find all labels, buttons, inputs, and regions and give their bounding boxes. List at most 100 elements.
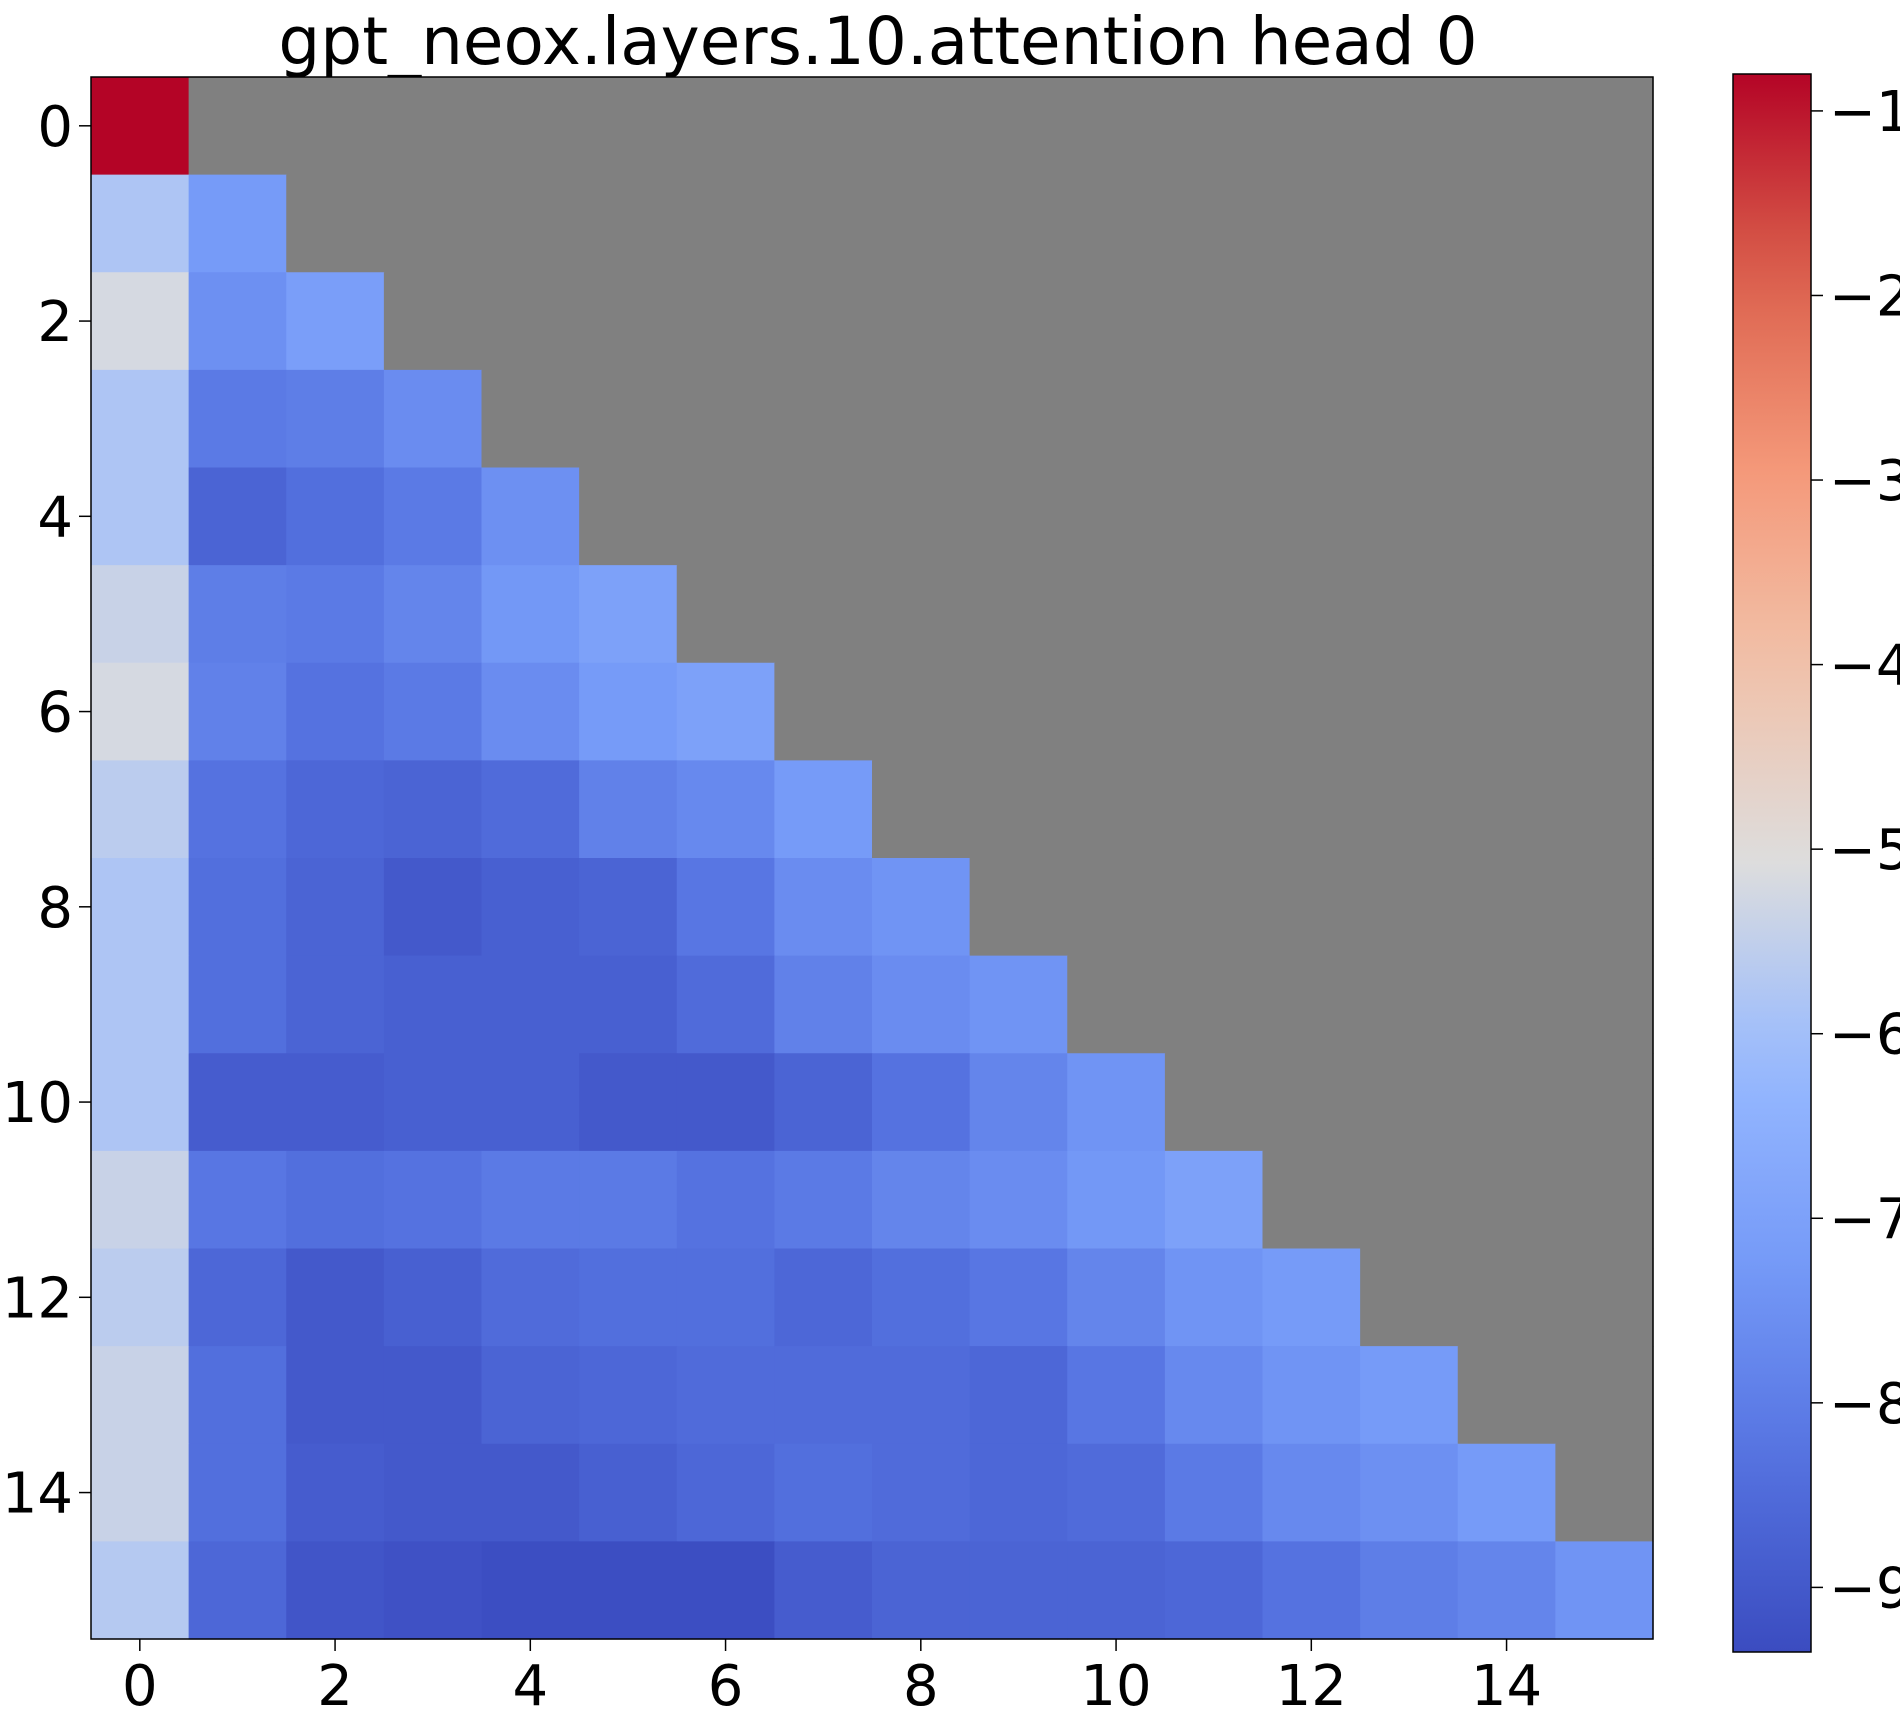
heatmap-cell-masked (774, 77, 873, 176)
heatmap-cell (774, 760, 873, 859)
heatmap-cell-masked (1457, 272, 1556, 371)
heatmap-cell-masked (579, 174, 678, 273)
heatmap-cell-masked (1164, 369, 1264, 469)
heatmap-cell (1360, 1541, 1459, 1640)
heatmap-cell-masked (676, 272, 775, 371)
heatmap-cell (872, 1053, 971, 1152)
heatmap-cell (1067, 1541, 1166, 1640)
colorbar-tick-label: −1 (1829, 80, 1900, 145)
heatmap-cell (1360, 1346, 1459, 1445)
heatmap-cell (774, 1150, 873, 1250)
heatmap-cell (969, 1053, 1068, 1152)
heatmap-cell-masked (969, 272, 1068, 371)
heatmap-cell (91, 760, 190, 859)
heatmap-cell-masked (676, 369, 775, 469)
heatmap-cell (579, 1150, 678, 1250)
heatmap-cell (286, 272, 385, 371)
heatmap-cell-masked (872, 174, 971, 273)
heatmap-cell-masked (1262, 272, 1361, 371)
heatmap-cell-masked (676, 174, 775, 273)
heatmap-cell (91, 1150, 190, 1250)
heatmap-cell (91, 662, 190, 761)
heatmap-cell (481, 467, 580, 566)
heatmap-cell-masked (676, 77, 775, 176)
heatmap-cell-masked (872, 77, 971, 176)
heatmap-cell-masked (1555, 955, 1654, 1054)
heatmap-cell (1262, 1443, 1361, 1542)
heatmap-cell (286, 955, 385, 1054)
heatmap-cell (91, 77, 190, 176)
heatmap-cell (774, 955, 873, 1054)
heatmap-cell (91, 565, 190, 664)
heatmap-cell-masked (1555, 760, 1654, 859)
colorbar-tick-label: −6 (1829, 1003, 1900, 1068)
heatmap-cell (1262, 1248, 1361, 1347)
heatmap-cell-masked (1067, 955, 1166, 1054)
heatmap-cell (188, 272, 287, 371)
heatmap-cell (91, 272, 190, 371)
heatmap-cell (188, 467, 287, 566)
heatmap-cell-masked (1262, 955, 1361, 1054)
heatmap-cell-masked (1067, 369, 1166, 469)
heatmap-cell-masked (1164, 174, 1264, 273)
heatmap-cell-masked (1360, 858, 1459, 957)
heatmap-cell-masked (481, 272, 580, 371)
heatmap-cell (481, 565, 580, 664)
heatmap-cell-masked (1555, 565, 1654, 664)
heatmap-cell (188, 1248, 287, 1347)
heatmap-cell (91, 1053, 190, 1152)
heatmap-cell-masked (1555, 1443, 1654, 1542)
heatmap-cell (383, 1248, 483, 1347)
heatmap-cell (969, 1346, 1068, 1445)
heatmap-cell-masked (969, 467, 1068, 566)
heatmap-cell-masked (774, 467, 873, 566)
heatmap-cell (188, 662, 287, 761)
heatmap-cell (774, 1346, 873, 1445)
heatmap-cell-masked (1457, 467, 1556, 566)
heatmap-cell-masked (1457, 565, 1556, 664)
heatmap-cell-masked (1360, 1150, 1459, 1250)
x-tick-label: 6 (708, 1654, 744, 1712)
heatmap-cell (286, 760, 385, 859)
heatmap-cell-masked (676, 467, 775, 566)
heatmap-cell (1164, 1248, 1264, 1347)
x-axis: 0 2 4 6 8 10 12 14 (122, 1639, 1542, 1712)
heatmap-cell (188, 1150, 287, 1250)
heatmap-cell (969, 1150, 1068, 1250)
heatmap-cell (188, 955, 287, 1054)
heatmap-cell (383, 1053, 483, 1152)
heatmap-cell (579, 1346, 678, 1445)
plot-area (91, 77, 1654, 1640)
y-tick-label: 4 (37, 485, 73, 550)
heatmap-cell (579, 858, 678, 957)
heatmap-cell-masked (1262, 77, 1361, 176)
heatmap-cell (872, 858, 971, 957)
heatmap-cell (286, 662, 385, 761)
heatmap-cell (872, 1248, 971, 1347)
heatmap-cell (579, 760, 678, 859)
chart-title: gpt_neox.layers.10.attention head 0 (278, 3, 1477, 80)
heatmap-cell-masked (1262, 760, 1361, 859)
colorbar-tick-label: −4 (1829, 634, 1900, 699)
heatmap-cell (774, 1053, 873, 1152)
heatmap-cell (774, 1541, 873, 1640)
heatmap-cell-masked (1067, 858, 1166, 957)
heatmap-cell (91, 174, 190, 273)
heatmap-cell-masked (1360, 77, 1459, 176)
heatmap-cell-masked (579, 77, 678, 176)
heatmap-cell (286, 467, 385, 566)
heatmap-cell-masked (1360, 1248, 1459, 1347)
heatmap-cell (969, 1248, 1068, 1347)
heatmap-cell-masked (1555, 858, 1654, 957)
heatmap-cell (676, 858, 775, 957)
heatmap-cell (1262, 1541, 1361, 1640)
heatmap-cell-masked (579, 467, 678, 566)
heatmap-cell (676, 1443, 775, 1542)
heatmap-cell-masked (1262, 1150, 1361, 1250)
heatmap-cell (774, 858, 873, 957)
heatmap-cell (481, 858, 580, 957)
heatmap-cell (188, 760, 287, 859)
y-tick-label: 0 (37, 95, 73, 160)
heatmap-cell-masked (1360, 565, 1459, 664)
heatmap-cell (872, 1150, 971, 1250)
